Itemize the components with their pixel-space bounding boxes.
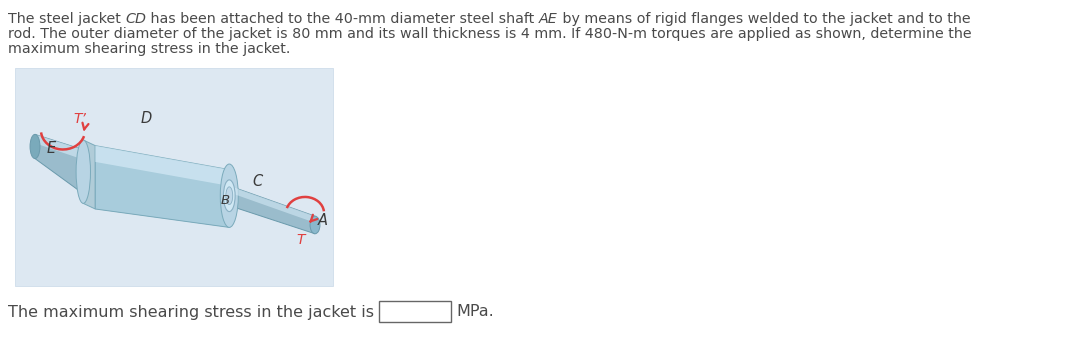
Text: rod. The outer diameter of the jacket is 80 mm and its wall thickness is 4 mm. I: rod. The outer diameter of the jacket is…: [7, 27, 972, 41]
Ellipse shape: [76, 140, 91, 203]
Ellipse shape: [226, 187, 232, 205]
Text: T: T: [296, 233, 305, 247]
Polygon shape: [229, 186, 315, 234]
Polygon shape: [35, 134, 83, 194]
Polygon shape: [95, 146, 229, 227]
Polygon shape: [83, 140, 95, 209]
Text: has been attached to the 40-mm diameter steel shaft: has been attached to the 40-mm diameter …: [147, 12, 539, 26]
Text: C: C: [253, 174, 262, 189]
FancyBboxPatch shape: [379, 301, 452, 322]
Ellipse shape: [220, 164, 239, 227]
Text: AE: AE: [539, 12, 557, 26]
Polygon shape: [95, 146, 229, 186]
Text: The steel jacket: The steel jacket: [7, 12, 125, 26]
Ellipse shape: [30, 134, 40, 159]
Polygon shape: [35, 134, 83, 160]
Polygon shape: [229, 186, 315, 223]
Ellipse shape: [310, 216, 320, 234]
Polygon shape: [95, 202, 229, 227]
Ellipse shape: [224, 180, 235, 212]
Text: maximum shearing stress in the jacket.: maximum shearing stress in the jacket.: [7, 42, 290, 56]
Text: B: B: [220, 194, 230, 207]
Text: MPa.: MPa.: [456, 305, 494, 320]
Text: by means of rigid flanges welded to the jacket and to the: by means of rigid flanges welded to the …: [557, 12, 970, 26]
Text: The maximum shearing stress in the jacket is: The maximum shearing stress in the jacke…: [7, 305, 379, 320]
Text: E: E: [47, 141, 57, 156]
Text: D: D: [140, 111, 152, 126]
Text: T’: T’: [73, 112, 86, 126]
FancyBboxPatch shape: [15, 68, 333, 286]
Text: A: A: [318, 213, 328, 228]
Text: CD: CD: [125, 12, 147, 26]
